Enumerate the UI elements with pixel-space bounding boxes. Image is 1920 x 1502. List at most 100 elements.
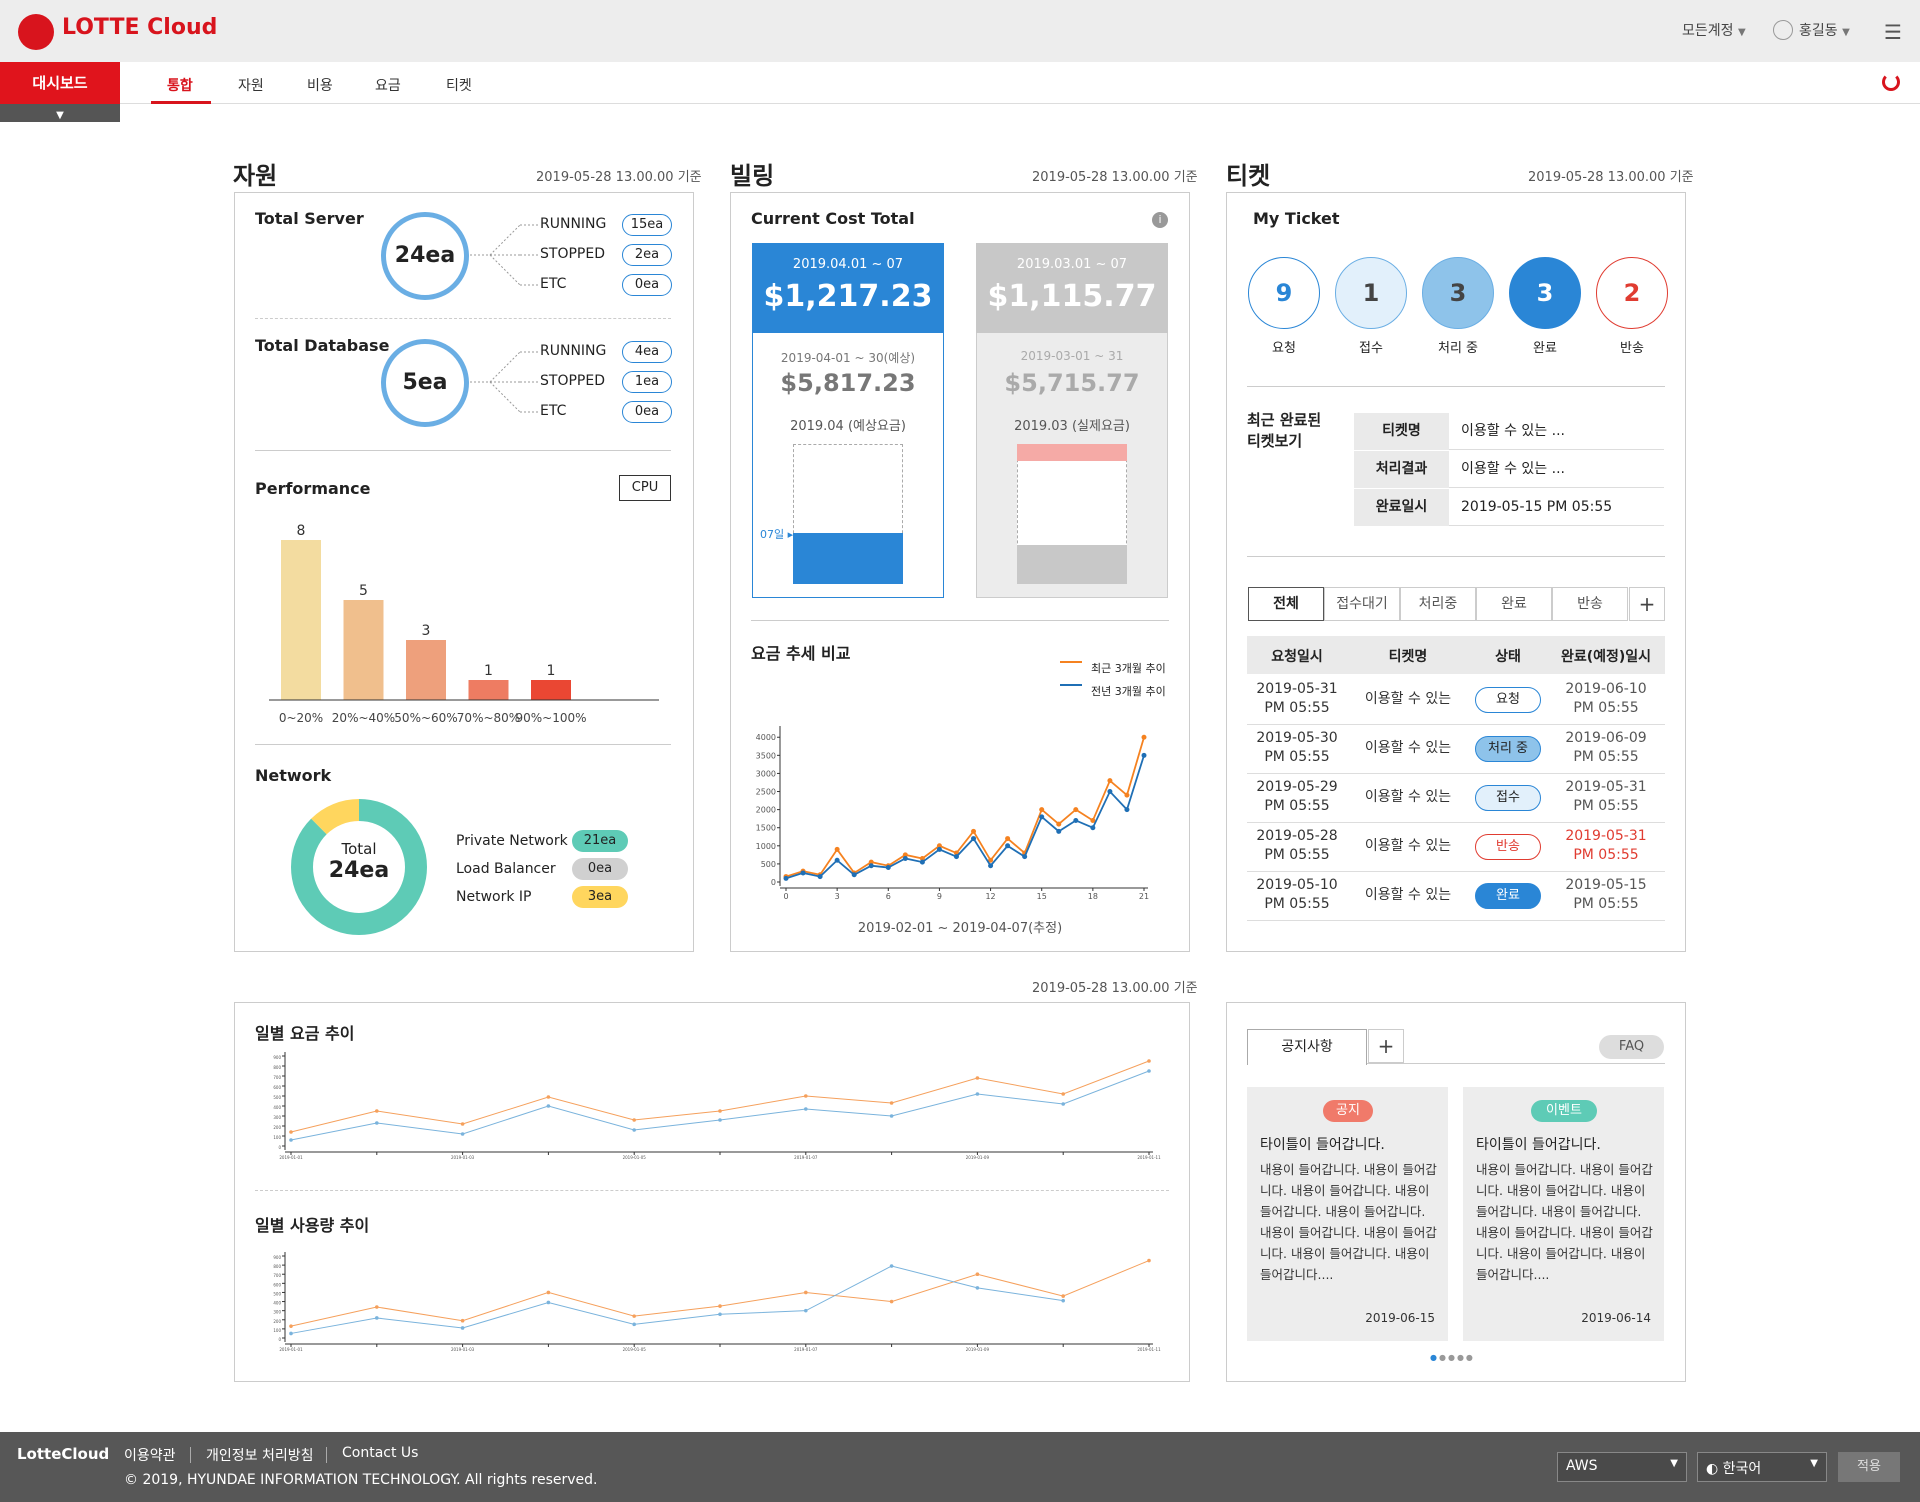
tab-cost[interactable]: 비용	[307, 78, 333, 94]
main-nav	[0, 62, 1920, 104]
ticket-stat-label: 반송	[1620, 341, 1644, 356]
ticket-tab[interactable]: 반송	[1552, 587, 1628, 621]
footer-terms-link[interactable]: 이용약관	[124, 1448, 176, 1464]
ticket-timestamp: 2019-05-28 13.00.00 기준	[1528, 170, 1694, 185]
notice-title[interactable]: 타이틀이 들어갑니다.	[1260, 1137, 1385, 1153]
add-ticket-icon[interactable]: +	[1629, 587, 1665, 621]
ticket-done-date: 2019-05-31 PM 05:55	[1547, 827, 1665, 865]
divider	[190, 1447, 191, 1463]
ticket-done-day: 2019-06-09	[1565, 730, 1647, 746]
ticket-tab[interactable]: 전체	[1248, 587, 1324, 621]
footer-copyright: © 2019, HYUNDAE INFORMATION TECHNOLOGY. …	[124, 1472, 598, 1488]
y-tick-label: 100	[273, 1135, 281, 1140]
load-balancer-label: Load Balancer	[456, 861, 556, 877]
bottom-timestamp: 2019-05-28 13.00.00 기준	[1032, 981, 1198, 996]
y-tick-label: 0	[278, 1337, 281, 1342]
ticket-stat-circle[interactable]: 1	[1335, 257, 1407, 329]
info-icon[interactable]: i	[1152, 212, 1168, 228]
data-point	[1147, 1069, 1151, 1073]
ticket-done-date: 2019-06-09 PM 05:55	[1547, 729, 1665, 767]
caret-down-icon: ▼	[56, 110, 64, 121]
carousel-dot-active[interactable]: ●	[1430, 1353, 1439, 1362]
perf-bar-value: 1	[484, 663, 493, 679]
add-notice-icon[interactable]: +	[1368, 1029, 1404, 1063]
lotte-logo-icon[interactable]	[18, 14, 54, 50]
x-tick-label: 18	[1088, 892, 1098, 901]
network-total-value: 24ea	[328, 858, 390, 883]
footer-contact-link[interactable]: Contact Us	[342, 1445, 419, 1461]
account-select[interactable]: 모든계정 ▼	[1682, 20, 1746, 40]
user-menu[interactable]: 홍길동 ▼	[1799, 20, 1850, 40]
data-point	[1090, 817, 1096, 823]
y-tick-label: 300	[273, 1115, 281, 1120]
ticket-name[interactable]: 이용할 수 있는	[1364, 838, 1452, 854]
faq-button[interactable]: FAQ	[1599, 1035, 1664, 1059]
dashboard-toggle[interactable]: ▼	[0, 104, 120, 122]
notice-tab[interactable]: 공지사항	[1247, 1029, 1367, 1065]
performance-bar-chart: 8 0~20% 5 20%~40% 3 50%~60% 1 70%~80% 1 90%~100%	[269, 523, 659, 725]
perf-tick-label: 0~20%	[279, 711, 323, 725]
ticket-request-date: 2019-05-31 PM 05:55	[1247, 680, 1347, 718]
tab-tickets[interactable]: 티켓	[446, 78, 472, 94]
x-tick-label: 2019-01-07	[794, 1155, 818, 1160]
ticket-request-date: 2019-05-10 PM 05:55	[1247, 876, 1347, 914]
data-point	[1073, 807, 1079, 813]
notice-card[interactable]	[1247, 1087, 1448, 1341]
ticket-tab[interactable]: 처리중	[1400, 587, 1476, 621]
data-point	[1061, 1092, 1065, 1096]
apply-button[interactable]: 적용	[1838, 1452, 1900, 1482]
data-point	[800, 870, 806, 876]
ticket-stat-circle[interactable]: 3	[1422, 257, 1494, 329]
language-select[interactable]: ◐ 한국어 ▼	[1697, 1452, 1827, 1482]
top-header	[0, 0, 1920, 62]
provider-select[interactable]: AWS ▼	[1557, 1452, 1687, 1482]
notice-title[interactable]: 타이틀이 들어갑니다.	[1476, 1137, 1601, 1153]
total-database-label: Total Database	[255, 336, 390, 355]
footer-privacy-link[interactable]: 개인정보 처리방침	[206, 1448, 314, 1464]
ticket-stat-circle[interactable]: 9	[1248, 257, 1320, 329]
perf-bar	[531, 680, 571, 700]
y-tick-label: 3500	[756, 751, 776, 760]
y-tick-label: 200	[273, 1125, 281, 1130]
perf-bar-value: 8	[297, 523, 306, 539]
x-tick-label: 2019-01-11	[1137, 1155, 1161, 1160]
database-running-count: 4ea	[622, 341, 672, 363]
dashboard-button[interactable]: 대시보드 ▼	[0, 62, 120, 122]
current-caption: 2019.04 (예상요금)	[790, 419, 906, 434]
legend-recent-line	[1060, 661, 1082, 663]
data-point	[1061, 1102, 1065, 1106]
brand-name[interactable]: LOTTE Cloud	[62, 15, 218, 40]
hamburger-menu-icon[interactable]: ☰	[1884, 20, 1902, 44]
resource-section-title: 자원	[233, 162, 278, 190]
ticket-name[interactable]: 이용할 수 있는	[1364, 789, 1452, 805]
ticket-tab[interactable]: 접수대기	[1324, 587, 1400, 621]
data-point	[936, 843, 942, 849]
y-tick-label: 1500	[756, 824, 776, 833]
data-point	[885, 865, 891, 871]
data-point	[718, 1304, 722, 1308]
carousel-dots[interactable]: ●●●●●	[1430, 1353, 1475, 1362]
tab-integrated[interactable]: 통합	[167, 78, 193, 94]
ticket-name[interactable]: 이용할 수 있는	[1364, 887, 1452, 903]
database-etc-label: ETC	[540, 403, 567, 419]
ticket-name[interactable]: 이용할 수 있는	[1364, 691, 1452, 707]
tab-resources[interactable]: 자원	[238, 78, 264, 94]
notice-card[interactable]	[1463, 1087, 1664, 1341]
ticket-tab[interactable]: 완료	[1476, 587, 1552, 621]
ticket-stat-circle[interactable]: 3	[1509, 257, 1581, 329]
y-tick-label: 0	[771, 878, 776, 887]
ticket-status-badge: 처리 중	[1475, 736, 1541, 762]
refresh-icon[interactable]	[1882, 73, 1900, 91]
ticket-stat-circle[interactable]: 2	[1596, 257, 1668, 329]
data-point	[718, 1118, 722, 1122]
ticket-name[interactable]: 이용할 수 있는	[1364, 740, 1452, 756]
ticket-request-time: PM 05:55	[1264, 749, 1330, 765]
data-point	[1061, 1298, 1065, 1303]
performance-metric-select[interactable]: CPU	[619, 475, 671, 501]
data-point	[868, 863, 874, 869]
data-point	[804, 1290, 808, 1295]
tab-rates[interactable]: 요금	[375, 78, 401, 94]
data-point	[375, 1316, 379, 1320]
perf-tick-label: 70%~80%	[457, 711, 520, 725]
ticket-col-header: 티켓명	[1388, 649, 1428, 665]
